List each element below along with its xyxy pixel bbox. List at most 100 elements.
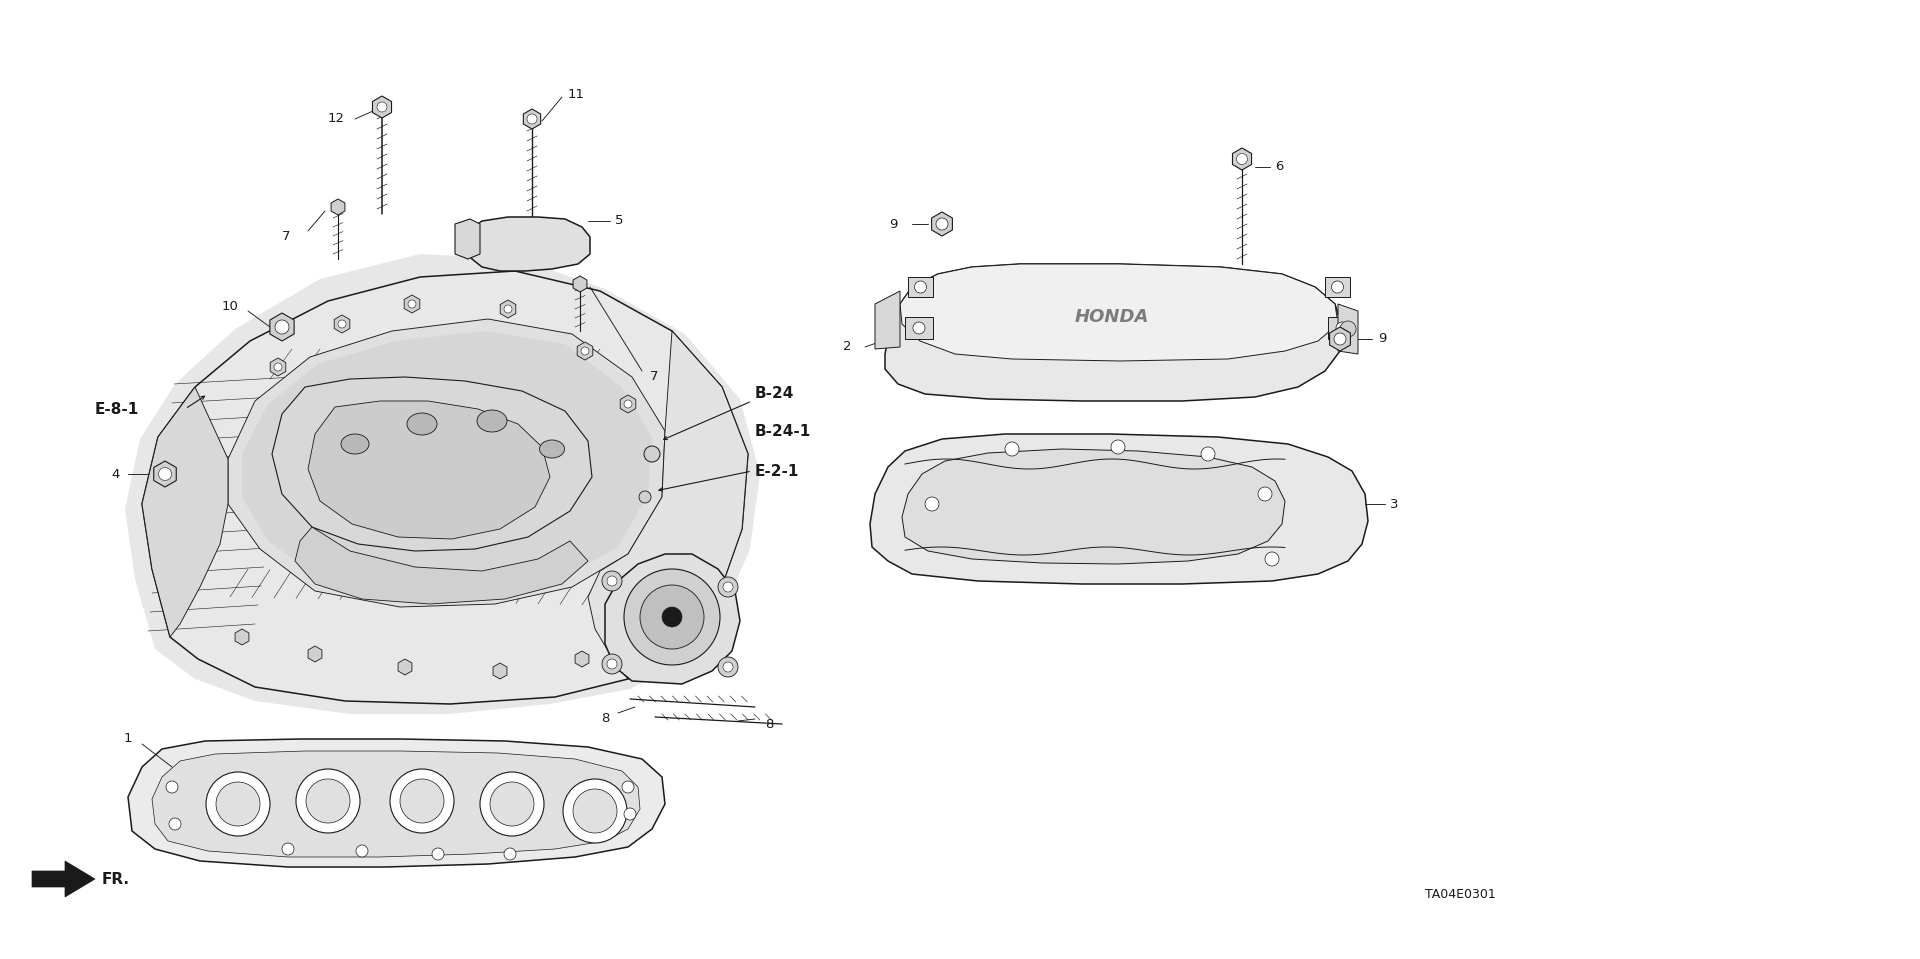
Polygon shape bbox=[33, 861, 94, 897]
Circle shape bbox=[1202, 447, 1215, 461]
Polygon shape bbox=[242, 331, 653, 594]
Circle shape bbox=[1112, 440, 1125, 454]
Text: 7: 7 bbox=[651, 370, 659, 384]
Polygon shape bbox=[904, 317, 933, 339]
Polygon shape bbox=[588, 331, 749, 679]
Circle shape bbox=[724, 662, 733, 672]
Circle shape bbox=[215, 782, 259, 826]
Ellipse shape bbox=[342, 434, 369, 454]
Ellipse shape bbox=[476, 410, 507, 432]
Polygon shape bbox=[876, 291, 900, 349]
Text: 12: 12 bbox=[328, 112, 346, 126]
Polygon shape bbox=[273, 377, 591, 551]
Polygon shape bbox=[605, 554, 739, 684]
Polygon shape bbox=[129, 739, 664, 867]
Text: E-8-1: E-8-1 bbox=[94, 402, 140, 416]
Circle shape bbox=[165, 781, 179, 793]
Ellipse shape bbox=[407, 413, 438, 435]
Circle shape bbox=[607, 659, 616, 669]
Circle shape bbox=[296, 769, 361, 833]
Text: TA04E0301: TA04E0301 bbox=[1425, 887, 1496, 901]
Circle shape bbox=[572, 789, 616, 833]
Circle shape bbox=[480, 772, 543, 836]
Circle shape bbox=[603, 654, 622, 674]
Circle shape bbox=[355, 845, 369, 857]
Circle shape bbox=[275, 320, 290, 334]
Circle shape bbox=[624, 400, 632, 408]
Circle shape bbox=[376, 102, 388, 112]
Circle shape bbox=[1336, 322, 1348, 334]
Circle shape bbox=[407, 300, 417, 308]
Circle shape bbox=[624, 569, 720, 665]
Polygon shape bbox=[152, 751, 639, 857]
Circle shape bbox=[662, 607, 682, 627]
Circle shape bbox=[724, 582, 733, 592]
Circle shape bbox=[1340, 321, 1356, 337]
Text: E-2-1: E-2-1 bbox=[755, 463, 799, 479]
Polygon shape bbox=[870, 434, 1367, 584]
Polygon shape bbox=[908, 277, 933, 297]
Circle shape bbox=[624, 808, 636, 820]
Circle shape bbox=[582, 347, 589, 355]
Circle shape bbox=[914, 322, 925, 334]
Text: HONDA: HONDA bbox=[1075, 308, 1150, 326]
Circle shape bbox=[914, 281, 927, 293]
Polygon shape bbox=[900, 264, 1338, 361]
Circle shape bbox=[503, 305, 513, 313]
Circle shape bbox=[159, 467, 171, 480]
Circle shape bbox=[526, 114, 538, 124]
Circle shape bbox=[1004, 442, 1020, 456]
Polygon shape bbox=[902, 449, 1284, 564]
Circle shape bbox=[643, 446, 660, 462]
Text: B-24: B-24 bbox=[755, 386, 795, 402]
Circle shape bbox=[1258, 487, 1271, 501]
Circle shape bbox=[937, 218, 948, 230]
Circle shape bbox=[607, 576, 616, 586]
Polygon shape bbox=[296, 527, 588, 604]
Circle shape bbox=[639, 491, 651, 503]
Polygon shape bbox=[307, 401, 549, 539]
Text: 8: 8 bbox=[764, 717, 774, 731]
Polygon shape bbox=[142, 387, 228, 637]
Text: 9: 9 bbox=[1379, 333, 1386, 345]
Text: 3: 3 bbox=[1390, 498, 1398, 510]
Polygon shape bbox=[228, 319, 664, 607]
Text: 2: 2 bbox=[843, 340, 852, 354]
Ellipse shape bbox=[540, 440, 564, 458]
Circle shape bbox=[490, 782, 534, 826]
Text: 10: 10 bbox=[221, 300, 238, 314]
Circle shape bbox=[1236, 153, 1248, 165]
Circle shape bbox=[1265, 552, 1279, 566]
Circle shape bbox=[305, 779, 349, 823]
Text: 4: 4 bbox=[111, 467, 119, 480]
Polygon shape bbox=[468, 217, 589, 271]
Circle shape bbox=[399, 779, 444, 823]
Circle shape bbox=[390, 769, 453, 833]
Text: 9: 9 bbox=[889, 218, 899, 230]
Circle shape bbox=[563, 779, 628, 843]
Circle shape bbox=[1331, 281, 1344, 293]
Polygon shape bbox=[142, 271, 749, 704]
Circle shape bbox=[718, 577, 737, 597]
Text: 7: 7 bbox=[282, 230, 290, 244]
Circle shape bbox=[338, 320, 346, 328]
Circle shape bbox=[282, 843, 294, 855]
Circle shape bbox=[275, 363, 282, 371]
Polygon shape bbox=[1338, 304, 1357, 354]
Text: 11: 11 bbox=[568, 87, 586, 101]
Text: FR.: FR. bbox=[102, 872, 131, 886]
Circle shape bbox=[603, 571, 622, 591]
Polygon shape bbox=[1329, 317, 1356, 339]
Circle shape bbox=[1334, 333, 1346, 345]
Polygon shape bbox=[1325, 277, 1350, 297]
Circle shape bbox=[718, 657, 737, 677]
Text: 8: 8 bbox=[601, 713, 609, 726]
Circle shape bbox=[169, 818, 180, 830]
Circle shape bbox=[622, 781, 634, 793]
Text: B-24-1: B-24-1 bbox=[755, 424, 812, 438]
Circle shape bbox=[503, 848, 516, 860]
Polygon shape bbox=[455, 219, 480, 259]
Circle shape bbox=[639, 585, 705, 649]
Text: 6: 6 bbox=[1275, 160, 1283, 174]
Circle shape bbox=[432, 848, 444, 860]
